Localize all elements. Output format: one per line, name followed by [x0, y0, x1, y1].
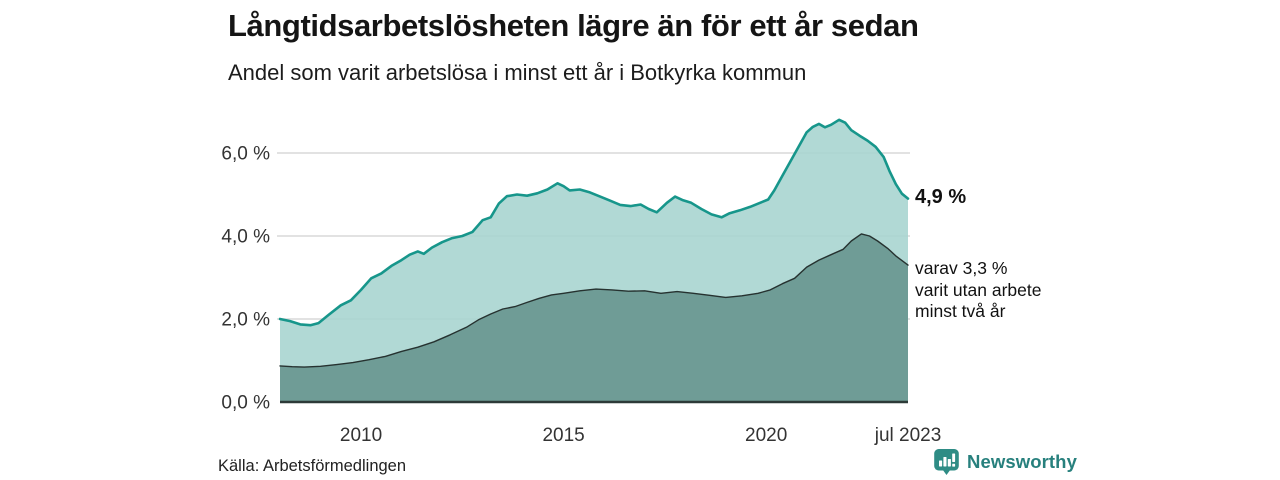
annotation-line: varit utan arbete: [915, 279, 1042, 300]
latest-value-label: 4,9 %: [915, 186, 967, 208]
x-axis-tick-label: 2020: [745, 425, 787, 446]
newsworthy-logo-icon: [934, 449, 959, 475]
y-axis-tick-label: 6,0 %: [221, 144, 270, 165]
x-axis-tick-label: 2015: [542, 425, 584, 446]
annotation-line: minst två år: [915, 301, 1006, 321]
y-axis-tick-label: 0,0 %: [221, 393, 270, 414]
page-subtitle: Andel som varit arbetslösa i minst ett å…: [228, 60, 807, 85]
annotation-line: varav 3,3 %: [915, 258, 1008, 278]
y-axis-tick-label: 4,0 %: [221, 227, 270, 248]
series-area-1: [280, 233, 908, 402]
newsworthy-wordmark: Newsworthy: [967, 451, 1077, 472]
series-line-1: [279, 233, 909, 368]
newsworthy-brand: Newsworthy: [933, 448, 1077, 476]
two-year-annotation: varav 3,3 % varit utan arbete minst två …: [915, 258, 1041, 323]
x-axis-tick-label: jul 2023: [874, 425, 942, 446]
x-axis-tick-label: 2010: [340, 425, 382, 446]
page-title: Långtidsarbetslösheten lägre än för ett …: [228, 8, 919, 43]
series-line-0: [278, 118, 910, 327]
y-axis-tick-label: 2,0 %: [221, 310, 270, 331]
source-note: Källa: Arbetsförmedlingen: [218, 457, 407, 475]
